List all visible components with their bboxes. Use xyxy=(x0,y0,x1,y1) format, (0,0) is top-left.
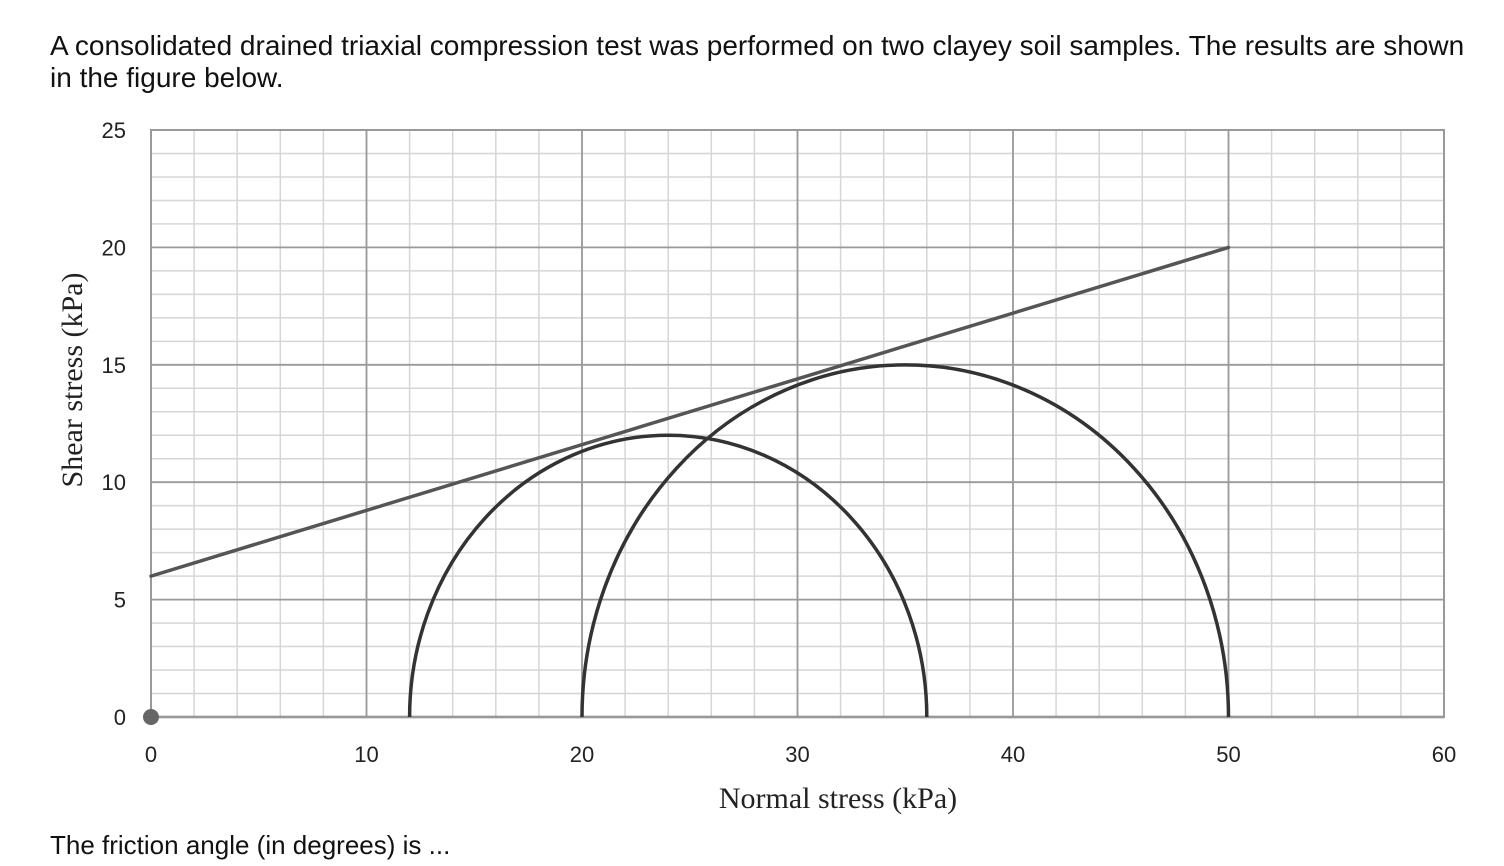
y-axis-title: Shear stress (kPa) xyxy=(56,273,89,488)
x-tick-label: 0 xyxy=(145,742,157,767)
y-tick-label: 20 xyxy=(102,235,126,260)
major-grid xyxy=(150,129,1445,719)
x-tick-label: 50 xyxy=(1216,742,1240,767)
y-tick-label: 25 xyxy=(102,118,126,143)
mohr-circle xyxy=(580,363,1231,718)
x-tick-label: 30 xyxy=(785,742,809,767)
mohr-circle xyxy=(407,433,929,718)
plot-frame xyxy=(150,129,1445,718)
x-tick-label: 60 xyxy=(1432,742,1456,767)
y-tick-label: 5 xyxy=(114,588,126,613)
origin-marker xyxy=(143,709,159,725)
x-tick-labels: 0 10 20 30 40 50 60 xyxy=(145,742,1456,767)
x-tick-label: 10 xyxy=(354,742,378,767)
series-group xyxy=(143,245,1231,725)
y-tick-label: 0 xyxy=(114,705,126,730)
failure-envelope-line xyxy=(149,245,1231,578)
question-prompt: The friction angle (in degrees) is ... xyxy=(50,830,451,860)
x-tick-label: 20 xyxy=(570,742,594,767)
y-tick-label: 15 xyxy=(102,353,126,378)
x-tick-label: 40 xyxy=(1001,742,1025,767)
x-axis-title: Normal stress (kPa) xyxy=(719,782,957,815)
y-tick-label: 10 xyxy=(102,470,126,495)
y-tick-labels: 0 5 10 15 20 25 xyxy=(102,118,126,730)
question-text: A consolidated drained triaxial compress… xyxy=(50,30,1465,93)
